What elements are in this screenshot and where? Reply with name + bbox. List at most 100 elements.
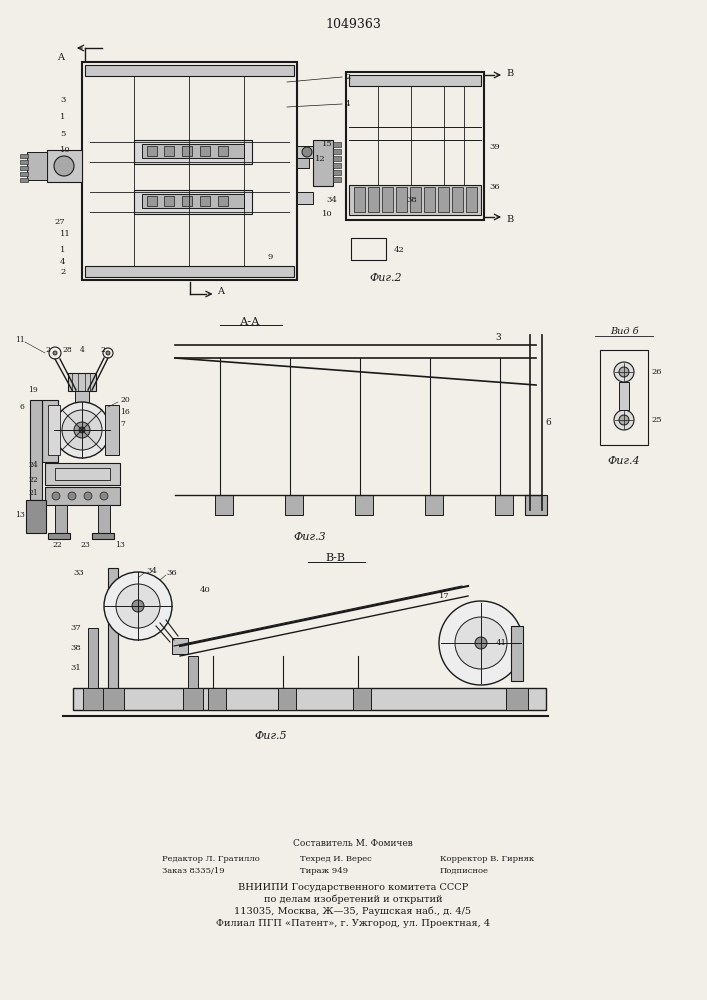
Bar: [333, 156, 341, 161]
Circle shape: [614, 362, 634, 382]
Bar: [147, 196, 157, 206]
Bar: [75, 391, 89, 406]
Text: 2: 2: [100, 346, 105, 354]
Bar: [45, 487, 120, 505]
Bar: [396, 187, 407, 212]
Text: 10: 10: [322, 210, 332, 218]
Bar: [313, 140, 333, 186]
Bar: [68, 373, 96, 391]
Bar: [200, 146, 210, 156]
Text: 20: 20: [120, 396, 130, 404]
Circle shape: [74, 422, 90, 438]
Bar: [218, 196, 228, 206]
Bar: [506, 688, 528, 710]
Circle shape: [54, 156, 74, 176]
Text: 3: 3: [495, 334, 501, 342]
Bar: [85, 266, 294, 277]
Circle shape: [106, 351, 110, 355]
Bar: [20, 166, 28, 170]
Text: A: A: [57, 52, 64, 62]
Text: A: A: [218, 288, 225, 296]
Text: Фиг.2: Фиг.2: [370, 273, 402, 283]
Bar: [410, 187, 421, 212]
Bar: [47, 150, 82, 182]
Text: 4: 4: [80, 346, 85, 354]
Bar: [425, 495, 443, 515]
Circle shape: [302, 147, 312, 157]
Text: Заказ 8335/19: Заказ 8335/19: [162, 867, 225, 875]
Circle shape: [62, 410, 102, 450]
Bar: [172, 638, 188, 654]
Bar: [30, 400, 42, 500]
Text: 38: 38: [70, 644, 81, 652]
Bar: [48, 405, 60, 455]
Bar: [278, 688, 296, 710]
Text: 22: 22: [52, 541, 62, 549]
Text: 23: 23: [80, 541, 90, 549]
Bar: [85, 65, 294, 76]
Bar: [333, 170, 341, 175]
Bar: [20, 154, 28, 158]
Bar: [55, 505, 67, 533]
Text: 6: 6: [545, 418, 551, 427]
Text: по делам изобретений и открытий: по делам изобретений и открытий: [264, 894, 443, 904]
Text: 7: 7: [120, 420, 125, 428]
Text: B: B: [506, 68, 513, 78]
Circle shape: [475, 637, 487, 649]
Bar: [92, 533, 114, 539]
Text: 34: 34: [326, 196, 337, 204]
Text: 2: 2: [345, 73, 350, 81]
Text: 40: 40: [200, 586, 211, 594]
Bar: [45, 463, 120, 485]
Text: Фиг.3: Фиг.3: [293, 532, 327, 542]
Bar: [20, 178, 28, 182]
Text: 39: 39: [489, 143, 500, 151]
Text: 10: 10: [60, 146, 71, 154]
Text: В-В: В-В: [325, 553, 345, 563]
Circle shape: [439, 601, 523, 685]
Bar: [134, 140, 252, 164]
Bar: [354, 187, 365, 212]
Circle shape: [84, 492, 92, 500]
Text: Вид б: Вид б: [609, 328, 638, 336]
Text: 1: 1: [60, 246, 65, 254]
Text: 37: 37: [70, 624, 81, 632]
Bar: [297, 146, 313, 158]
Circle shape: [116, 584, 160, 628]
Text: 5: 5: [60, 130, 65, 138]
Text: 4: 4: [60, 258, 66, 266]
Bar: [382, 187, 393, 212]
Text: 6: 6: [20, 403, 25, 411]
Circle shape: [619, 415, 629, 425]
Bar: [285, 495, 303, 515]
Bar: [73, 688, 546, 710]
Text: 113035, Москва, Ж—35, Раушская наб., д. 4/5: 113035, Москва, Ж—35, Раушская наб., д. …: [235, 906, 472, 916]
Bar: [164, 196, 174, 206]
Circle shape: [455, 617, 507, 669]
Bar: [102, 688, 124, 710]
Circle shape: [132, 600, 144, 612]
Text: Техред И. Верес: Техред И. Верес: [300, 855, 372, 863]
Bar: [333, 142, 341, 147]
Bar: [48, 533, 70, 539]
Text: 1: 1: [60, 113, 65, 121]
Text: Корректор В. Гирняк: Корректор В. Гирняк: [440, 855, 534, 863]
Bar: [333, 177, 341, 182]
Bar: [98, 505, 110, 533]
Bar: [355, 495, 373, 515]
Bar: [27, 152, 47, 180]
Circle shape: [614, 410, 634, 430]
Circle shape: [79, 427, 85, 433]
Bar: [466, 187, 477, 212]
Bar: [208, 688, 226, 710]
Bar: [188, 656, 198, 688]
Text: А-А: А-А: [240, 317, 260, 327]
Bar: [142, 144, 244, 158]
Text: 11: 11: [60, 230, 71, 238]
Bar: [108, 568, 118, 688]
Bar: [351, 238, 386, 260]
Text: 13: 13: [15, 511, 25, 519]
Circle shape: [53, 351, 57, 355]
Circle shape: [619, 367, 629, 377]
Bar: [452, 187, 463, 212]
